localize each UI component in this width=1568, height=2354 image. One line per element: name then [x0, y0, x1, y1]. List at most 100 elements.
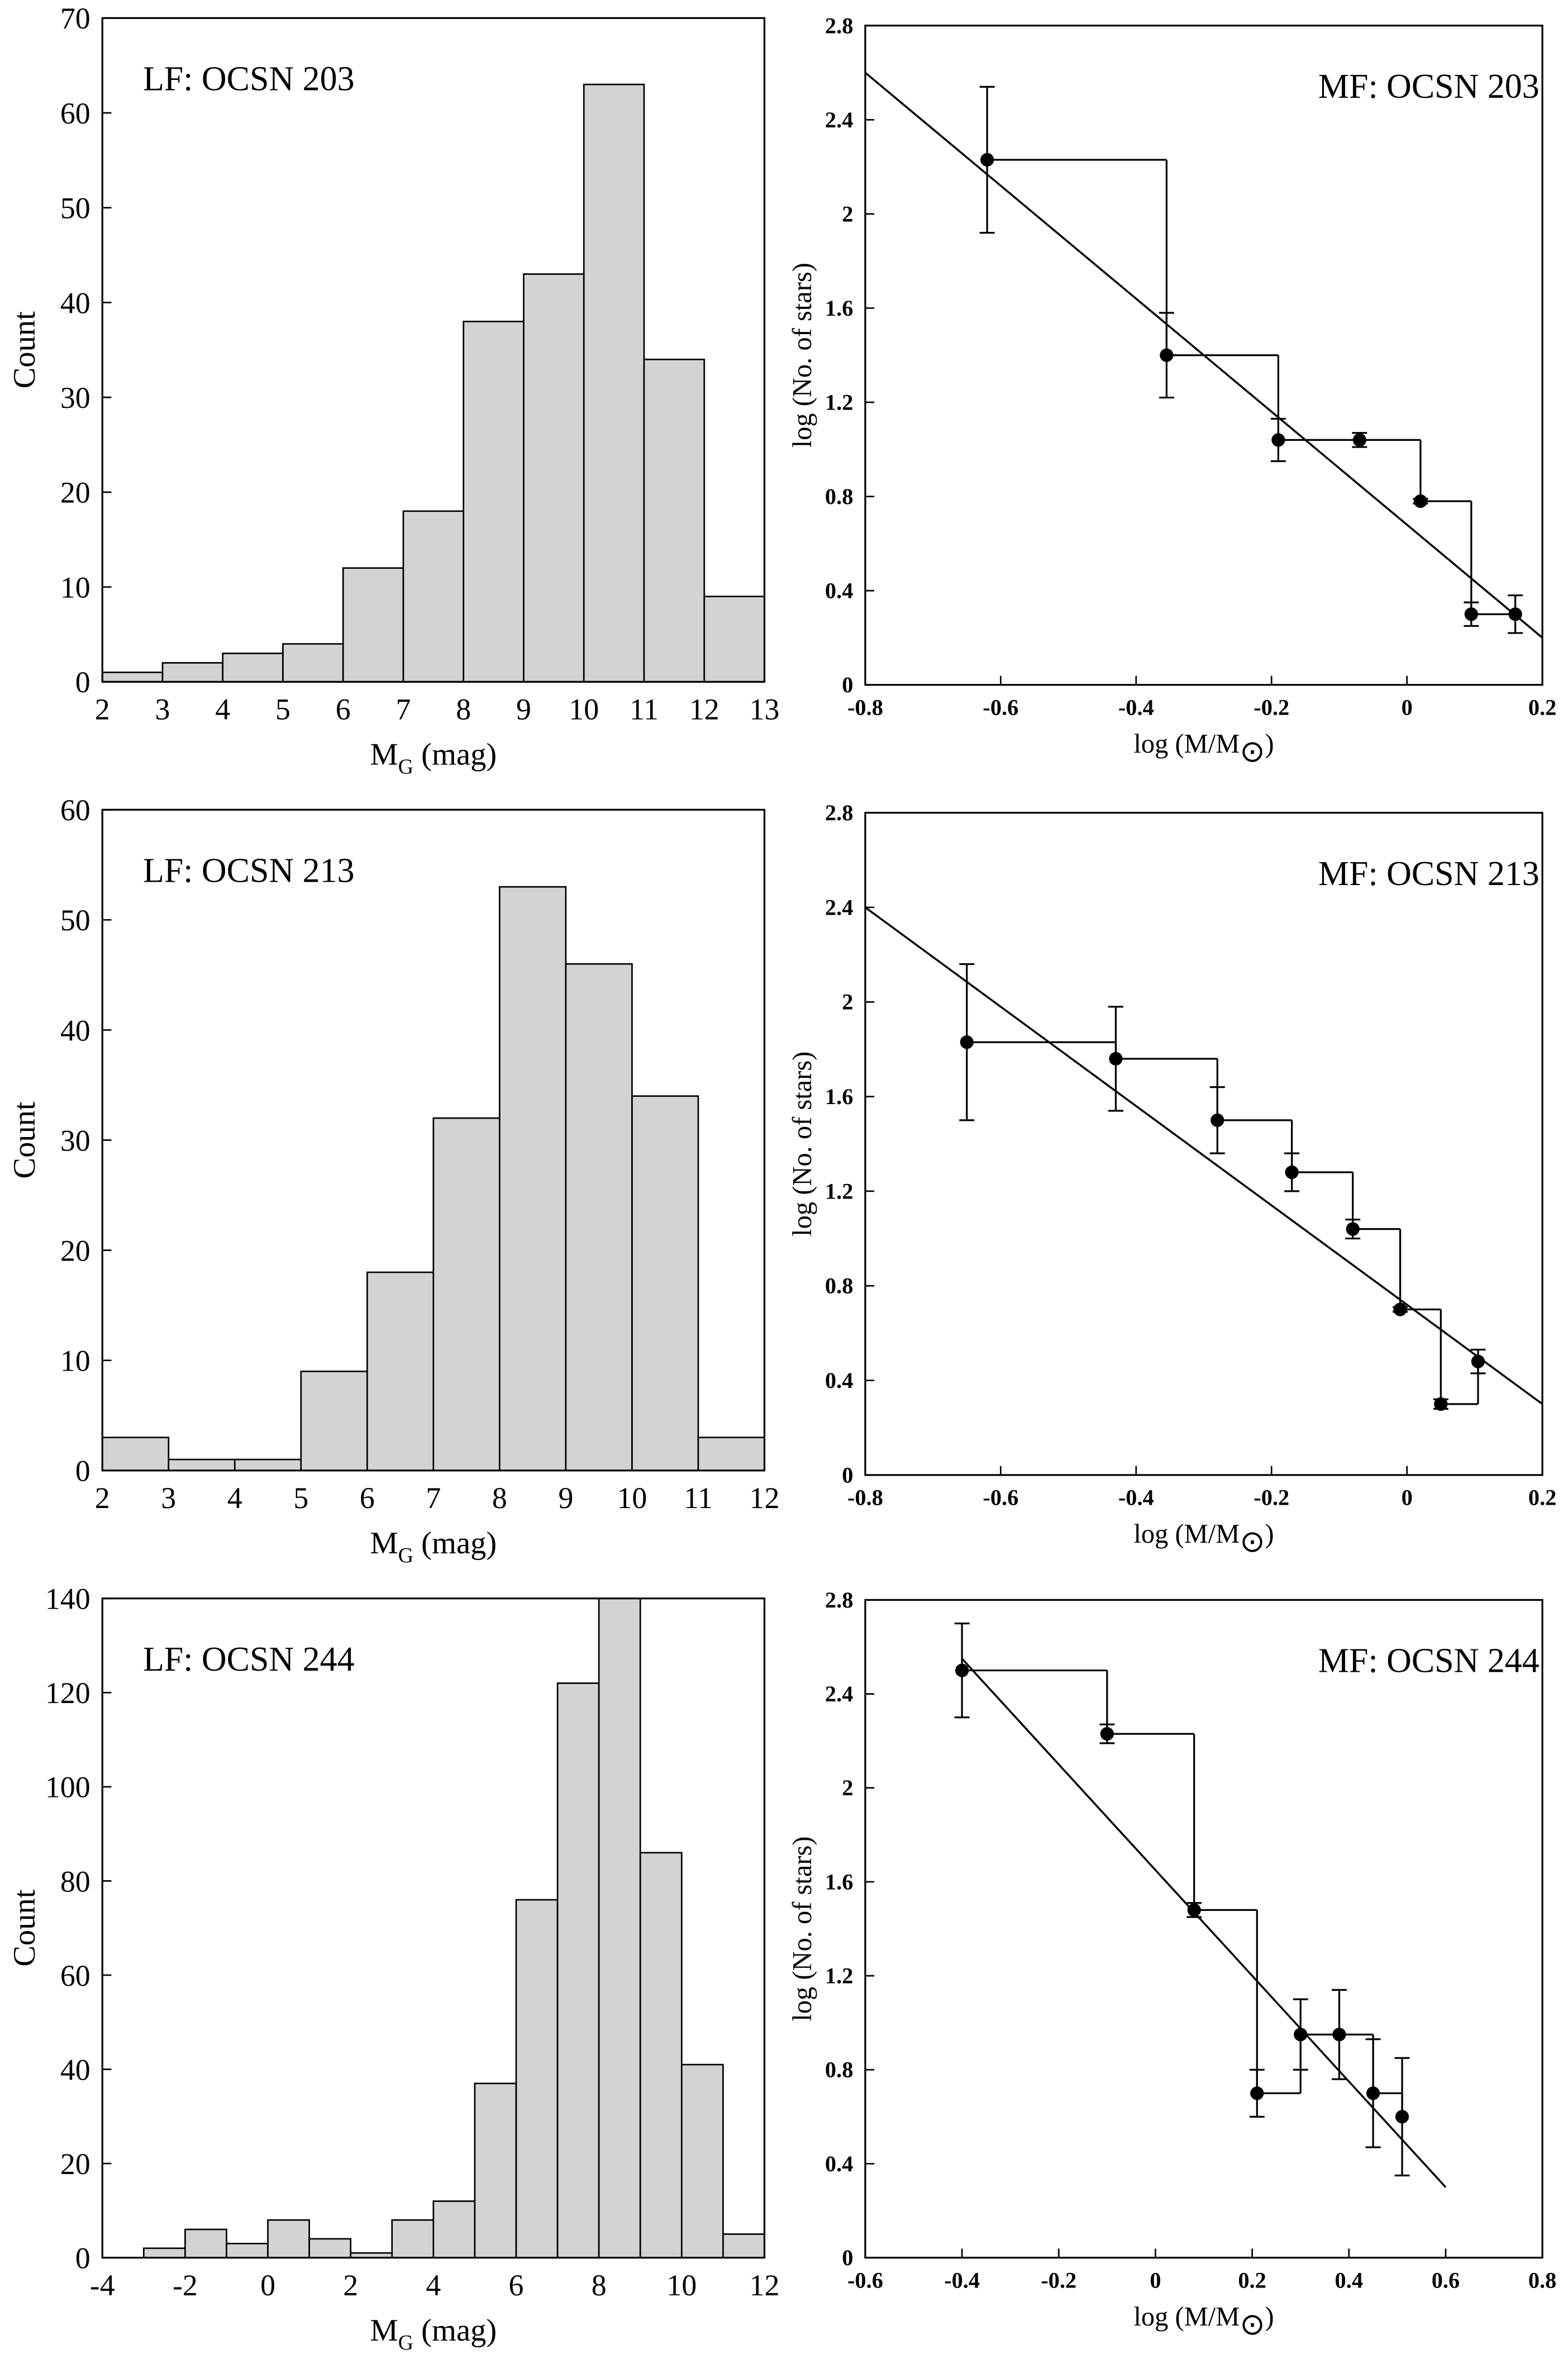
bar [639, 1852, 683, 2258]
panel-title: LF: OCSN 203 [143, 60, 355, 98]
plot-frame [101, 809, 766, 1472]
bar [222, 653, 284, 683]
bar [474, 2082, 517, 2258]
x-axis-label: log (M/M⊙) [1133, 1519, 1274, 1558]
y-tick-label: 60 [60, 793, 90, 827]
x-tick-label: 0.4 [1335, 2267, 1364, 2293]
y-tick-label: 80 [60, 1865, 90, 1898]
point [1471, 1354, 1485, 1368]
point [1160, 348, 1174, 362]
y-tick-label: 120 [45, 1676, 90, 1710]
point [1395, 2110, 1409, 2124]
x-axis-label-rest: (mag) [413, 2313, 497, 2348]
y-tick-label: 1.2 [825, 389, 853, 415]
x-axis-label-sub: G [398, 2331, 413, 2354]
x-tick-label: 10 [617, 1481, 647, 1515]
y-tick-label: 10 [60, 1344, 90, 1378]
x-tick-label: 7 [396, 693, 411, 726]
plot-frame [864, 25, 1543, 686]
plot-frame [101, 1597, 766, 2259]
x-tick-label: 0 [1402, 695, 1413, 720]
y-tick-label: 1.6 [825, 296, 853, 321]
panel-title: LF: OCSN 244 [143, 1640, 355, 1678]
y-tick-label: 30 [60, 381, 90, 415]
x-tick-label: -4 [90, 2269, 115, 2302]
y-tick-label: 2 [842, 990, 853, 1015]
y-tick-label: 1.6 [825, 1869, 853, 1894]
y-tick-label: 2 [842, 201, 853, 226]
y-tick-label: 20 [60, 1234, 90, 1267]
x-tick-label: -0.8 [847, 1485, 883, 1510]
x-tick-label: 11 [684, 1481, 713, 1515]
fit-line [864, 72, 1543, 639]
bar [499, 886, 567, 1472]
point [1332, 2028, 1346, 2042]
x-axis-label-main: log (M/M [1133, 729, 1240, 759]
x-tick-label: 2 [343, 2269, 358, 2302]
y-tick-label: 2.8 [825, 13, 853, 38]
x-tick-label: 8 [492, 1481, 507, 1515]
x-tick-label: 8 [592, 2269, 607, 2302]
x-tick-label: 0.2 [1238, 2267, 1266, 2293]
panel: -0.8 -0.6 -0.4 -0.2 0 0.2 0 0.4 0.8 1.2 1.6 2 2.4 2.8… [788, 13, 1556, 768]
bar [697, 1437, 765, 1472]
x-axis-label-rest: (mag) [413, 737, 497, 772]
x-axis-label-rest: ) [1265, 1519, 1274, 1549]
fit-line [864, 906, 1543, 1405]
bar [267, 2219, 310, 2258]
bar [432, 1117, 501, 1472]
x-axis-label-sub: G [398, 1544, 413, 1567]
y-axis-label: log (No. of stars) [788, 1052, 817, 1237]
point [1434, 1397, 1448, 1411]
bar [631, 1095, 699, 1472]
x-tick-label: 4 [227, 1481, 242, 1515]
bar [583, 83, 645, 683]
point [1187, 1903, 1201, 1917]
x-axis-label-rest: ) [1265, 2302, 1274, 2332]
point [1285, 1165, 1299, 1180]
fit-line [961, 1658, 1447, 2188]
y-tick-label: 2.4 [825, 107, 853, 132]
x-axis-label-main: M [370, 737, 398, 772]
x-tick-label: 9 [516, 693, 531, 726]
x-axis-label-sub: ⊙ [1240, 735, 1265, 768]
x-tick-label: 6 [360, 1481, 375, 1515]
x-tick-label: 6 [336, 693, 351, 726]
x-axis-label: log (M/M⊙) [1133, 729, 1274, 768]
bar [142, 2247, 186, 2258]
point [1271, 433, 1285, 447]
bar [101, 671, 164, 683]
panel-title: MF: OCSN 213 [1318, 855, 1540, 893]
x-tick-label: -0.6 [847, 2267, 883, 2293]
x-tick-label: 3 [161, 1481, 176, 1515]
y-tick-label: 20 [60, 476, 90, 510]
bar [226, 2242, 269, 2258]
y-tick-label: 0 [75, 2241, 90, 2275]
x-tick-label: 0.2 [1528, 695, 1557, 720]
y-tick-label: 0.4 [825, 1368, 853, 1393]
plot-frame [101, 17, 766, 683]
x-axis-label-rest: ) [1265, 729, 1274, 759]
x-tick-label: 3 [155, 693, 170, 726]
y-tick-label: 60 [60, 1959, 90, 1992]
bar [184, 2228, 227, 2258]
y-tick-label: 30 [60, 1124, 90, 1157]
x-tick-label: 0.2 [1528, 1485, 1557, 1510]
y-tick-label: 50 [60, 192, 90, 225]
bar [282, 643, 344, 683]
point [1210, 1113, 1224, 1128]
x-tick-label: 12 [750, 2269, 780, 2302]
bar [463, 321, 525, 683]
bar [565, 963, 633, 1472]
point [960, 1035, 974, 1049]
y-tick-label: 100 [45, 1771, 90, 1804]
y-tick-label: 40 [60, 1014, 90, 1047]
x-tick-label: 5 [293, 1481, 308, 1515]
x-tick-label: 0.8 [1528, 2267, 1557, 2293]
x-tick-label: -0.2 [1254, 695, 1289, 720]
y-axis-label: Count [7, 1101, 42, 1179]
y-tick-label: 0.4 [825, 2151, 853, 2176]
x-axis-label-sub: G [398, 755, 413, 779]
